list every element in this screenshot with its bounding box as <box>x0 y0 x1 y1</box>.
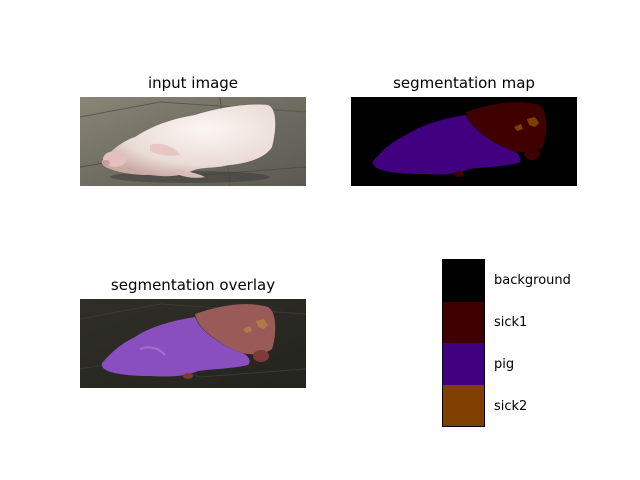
legend-swatch-background <box>443 260 484 302</box>
legend-swatch-sick1 <box>443 301 484 343</box>
legend-label-sick1: sick1 <box>494 315 528 330</box>
segmentation-map-title: segmentation map <box>393 74 535 92</box>
legend-label-pig: pig <box>494 357 515 372</box>
legend-colorbar <box>442 259 485 427</box>
legend-label-sick2: sick2 <box>494 399 528 414</box>
segmentation-overlay-title: segmentation overlay <box>110 276 276 294</box>
segmentation-map <box>351 97 577 186</box>
input-image <box>80 97 306 186</box>
legend-label-background: background <box>494 273 571 288</box>
input-image-title: input image <box>147 74 239 92</box>
segmentation-overlay <box>80 299 306 388</box>
legend-swatch-sick2 <box>443 384 484 426</box>
legend-swatch-pig <box>443 343 484 385</box>
